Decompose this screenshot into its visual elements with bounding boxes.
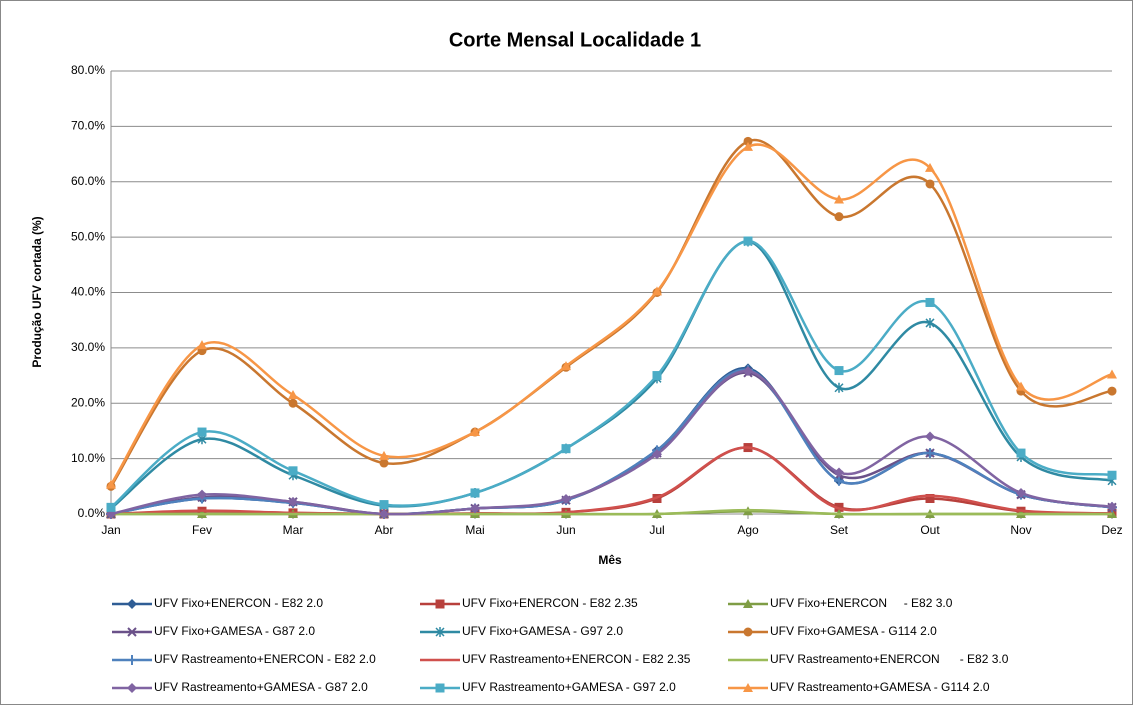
x-tick-label: Ago <box>737 523 759 537</box>
marker <box>834 212 844 222</box>
legend-label: UFV Fixo+GAMESA - G97 2.0 <box>462 624 623 638</box>
legend-label: UFV Fixo+ENERCON - E82 2.0 <box>154 596 323 610</box>
marker <box>470 427 480 437</box>
legend-label: UFV Rastreamento+GAMESA - G97 2.0 <box>462 680 676 694</box>
series-line <box>109 143 1113 486</box>
marker <box>925 493 935 503</box>
marker <box>379 509 389 519</box>
marker <box>106 502 116 512</box>
marker <box>925 317 935 328</box>
marker <box>1107 386 1117 396</box>
marker <box>1016 381 1026 391</box>
x-axis-label: Mês <box>598 553 622 567</box>
x-tick-label: Jan <box>101 523 120 537</box>
marker <box>288 389 298 399</box>
marker <box>925 179 935 189</box>
x-tick-label: Dez <box>1101 523 1122 537</box>
y-tick-label: 20.0% <box>71 395 105 409</box>
legend-label: UFV Fixo+ENERCON - E82 2.35 <box>462 596 638 610</box>
y-axis-label: Produção UFV cortada (%) <box>30 216 44 367</box>
marker <box>925 448 935 459</box>
marker <box>379 450 389 460</box>
marker <box>379 500 389 510</box>
x-tick-label: Mar <box>283 523 304 537</box>
marker <box>435 627 445 637</box>
y-tick-label: 60.0% <box>71 174 105 188</box>
marker <box>925 431 935 442</box>
marker <box>743 627 753 637</box>
y-tick-label: 70.0% <box>71 119 105 133</box>
y-tick-label: 10.0% <box>71 451 105 465</box>
marker <box>743 366 753 377</box>
series-line <box>110 508 1112 516</box>
marker <box>743 141 753 151</box>
marker <box>127 683 137 693</box>
legend-label: UFV Rastreamento+GAMESA - G87 2.0 <box>154 680 368 694</box>
x-tick-label: Jun <box>556 523 575 537</box>
marker <box>743 683 753 692</box>
marker <box>1016 487 1026 498</box>
marker <box>197 489 207 500</box>
marker <box>197 427 207 437</box>
legend-label: UFV Rastreamento+ENERCON - E82 2.35 <box>462 652 691 666</box>
x-tick-label: Out <box>920 523 940 537</box>
marker <box>288 398 298 408</box>
marker <box>561 361 571 371</box>
marker <box>834 366 844 376</box>
x-tick-label: Set <box>830 523 849 537</box>
legend-label: UFV Fixo+GAMESA - G87 2.0 <box>154 624 315 638</box>
marker <box>127 599 137 609</box>
x-tick-label: Abr <box>375 523 394 537</box>
legend-label: UFV Rastreamento+ENERCON - E82 3.0 <box>770 652 1009 666</box>
marker <box>834 382 844 393</box>
marker <box>379 458 389 468</box>
marker <box>1016 448 1026 458</box>
y-tick-label: 30.0% <box>71 340 105 354</box>
marker <box>1107 501 1117 512</box>
legend-label: UFV Rastreamento+GAMESA - G114 2.0 <box>770 680 990 694</box>
marker <box>652 449 662 460</box>
marker <box>127 655 137 665</box>
marker <box>106 479 116 489</box>
marker <box>561 494 571 505</box>
marker <box>435 683 445 693</box>
marker <box>1107 470 1117 480</box>
marker <box>925 162 935 172</box>
legend-label: UFV Fixo+GAMESA - G114 2.0 <box>770 624 937 638</box>
marker <box>288 496 298 507</box>
x-tick-label: Mai <box>465 523 484 537</box>
marker <box>435 599 445 609</box>
marker <box>652 371 662 381</box>
marker <box>743 236 753 246</box>
marker <box>652 286 662 296</box>
y-tick-label: 40.0% <box>71 285 105 299</box>
y-tick-label: 0.0% <box>78 506 106 520</box>
x-tick-label: Jul <box>649 523 664 537</box>
x-tick-label: Nov <box>1010 523 1031 537</box>
marker <box>127 627 137 637</box>
x-tick-label: Fev <box>192 523 212 537</box>
marker <box>834 467 844 478</box>
marker <box>470 488 480 498</box>
marker <box>288 466 298 476</box>
marker <box>561 444 571 454</box>
marker <box>743 599 753 608</box>
marker <box>197 340 207 350</box>
marker <box>1107 369 1117 379</box>
marker <box>834 194 844 204</box>
y-tick-label: 80.0% <box>71 63 105 77</box>
legend-label: UFV Rastreamento+ENERCON - E82 2.0 <box>154 652 376 666</box>
marker <box>470 503 480 514</box>
marker <box>925 297 935 307</box>
legend-label: UFV Fixo+ENERCON - E82 3.0 <box>770 596 953 610</box>
y-tick-label: 50.0% <box>71 229 105 243</box>
marker <box>743 136 753 146</box>
chart-title: Corte Mensal Localidade 1 <box>449 29 701 51</box>
